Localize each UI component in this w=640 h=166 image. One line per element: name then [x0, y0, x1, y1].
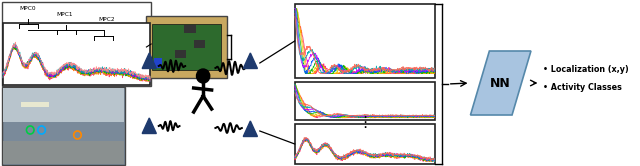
Text: • Activity Classes: • Activity Classes: [543, 83, 622, 91]
Circle shape: [196, 69, 210, 83]
Bar: [184, 25, 196, 33]
Polygon shape: [470, 51, 531, 115]
Bar: [154, 58, 161, 68]
Text: MPC0: MPC0: [19, 6, 35, 11]
Text: • Localization (x,y): • Localization (x,y): [543, 65, 629, 74]
Bar: [295, 82, 435, 120]
Bar: [295, 124, 435, 164]
Text: MPC2: MPC2: [99, 17, 115, 22]
Bar: [3, 23, 150, 85]
Bar: [2, 87, 125, 165]
Bar: [152, 24, 221, 70]
Polygon shape: [243, 121, 257, 136]
Polygon shape: [142, 118, 156, 133]
Text: NN: NN: [490, 77, 511, 89]
Bar: [20, 101, 49, 107]
Bar: [3, 88, 124, 122]
Bar: [194, 40, 205, 48]
Text: MPC1: MPC1: [57, 12, 73, 17]
Bar: [3, 141, 124, 164]
Bar: [295, 4, 435, 78]
Text: ⋮: ⋮: [357, 115, 372, 129]
Bar: [175, 50, 186, 58]
Polygon shape: [142, 53, 156, 69]
Bar: [147, 16, 227, 78]
Bar: [2, 2, 151, 86]
Polygon shape: [243, 53, 257, 69]
